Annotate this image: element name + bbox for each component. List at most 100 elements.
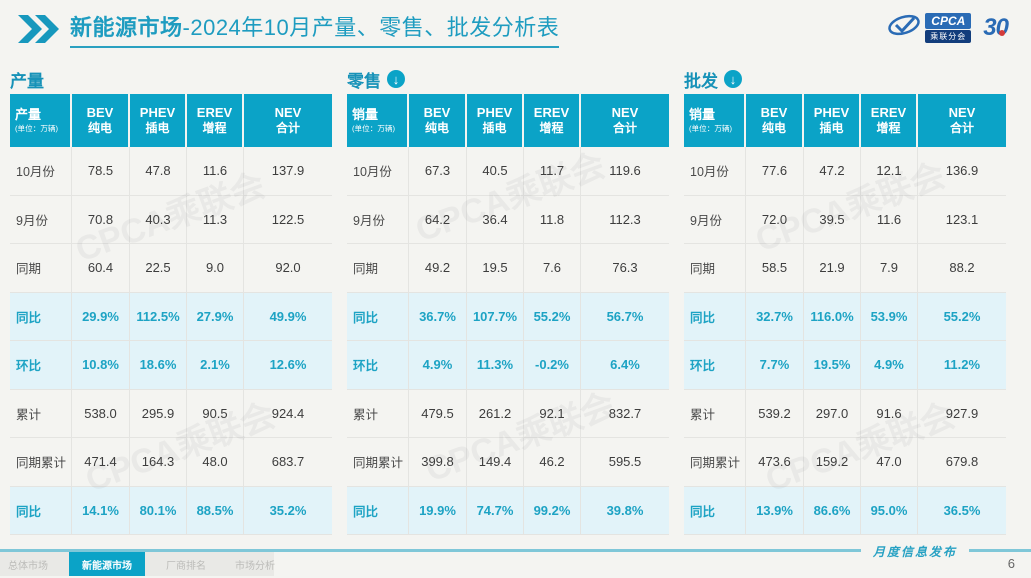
table-row: 10月份 77.6 47.2 12.1 136.9 xyxy=(684,147,1006,196)
footer-tab[interactable]: 市场分析 xyxy=(235,560,275,572)
value-cell: 80.1% xyxy=(130,486,187,534)
value-cell: 927.9 xyxy=(945,405,979,421)
row-label: 累计 xyxy=(10,389,72,437)
value-cell: 595.5 xyxy=(608,454,642,470)
row-label: 累计 xyxy=(347,389,409,437)
table-row: 9月份 72.0 39.5 11.6 123.1 xyxy=(684,195,1006,244)
value-cell: 7.9 xyxy=(861,244,918,292)
corner-header-cell: 销量 (单位：万辆) xyxy=(347,94,409,147)
value-cell: 9.0 xyxy=(187,244,244,292)
value-cell: 164.3 xyxy=(130,438,187,486)
cpca-wordmark: CPCA 乘联分会 xyxy=(925,12,972,43)
corner-header-cell: 销量 (单位：万辆) xyxy=(684,94,746,147)
value-cell: 32.7% xyxy=(746,292,804,340)
footer-tab-bar: 总体市场 新能源市场 厂商排名 市场分析 xyxy=(0,552,275,576)
value-cell: 11.8 xyxy=(524,195,581,243)
value-cell: 19.9% xyxy=(409,486,467,534)
table-row: 同比 32.7% 116.0% 53.9% 55.2% xyxy=(684,292,1006,341)
column-subname: 合计 xyxy=(949,121,974,136)
value-cell: 112.5% xyxy=(130,292,187,340)
table-row: 同比 29.9% 112.5% 27.9% 49.9% xyxy=(10,292,332,341)
table-section-title: 批发 ↓ xyxy=(684,64,1006,94)
value-cell: 92.0 xyxy=(275,260,301,276)
value-cell: 47.8 xyxy=(130,147,187,195)
table-row: 同期 60.4 22.5 9.0 92.0 xyxy=(10,244,332,293)
column-header: PHEV 插电 xyxy=(804,94,861,147)
value-cell: 7.6 xyxy=(524,244,581,292)
value-cell: 95.0% xyxy=(861,486,918,534)
row-label: 10月份 xyxy=(684,147,746,195)
row-label: 同比 xyxy=(684,486,746,534)
value-cell: 92.1 xyxy=(524,389,581,437)
column-header: NEV 合计 xyxy=(244,94,332,147)
column-header: EREV 增程 xyxy=(187,94,244,147)
table-section-title: 零售 ↓ xyxy=(347,64,669,94)
value-cell: 74.7% xyxy=(467,486,524,534)
cpca-logo: CPCA 乘联分会 xyxy=(887,12,972,43)
unit-label: (单位：万辆) xyxy=(689,123,733,133)
table-header-row: 产量 (单位：万辆) BEV 纯电 PHEV 插电 EREV 增程 NEV 合计 xyxy=(10,94,332,147)
table-section-title-text: 产量 xyxy=(10,71,44,91)
corner-label: 销量 xyxy=(352,107,379,123)
column-name: NEV xyxy=(274,104,302,120)
data-table-1: 产量 产量 (单位：万辆) BEV 纯电 PHEV 插电 EREV 增程 NEV 合计 10月份 78.… xyxy=(10,64,332,535)
table-section-title: 产量 xyxy=(10,64,332,94)
column-subname: 插电 xyxy=(482,121,507,136)
value-cell: 137.9 xyxy=(271,163,305,179)
value-cell: 55.2% xyxy=(524,292,581,340)
row-label: 同期 xyxy=(684,244,746,292)
footer-tab[interactable]: 总体市场 xyxy=(8,560,48,572)
table-row: 同期累计 471.4 164.3 48.0 683.7 xyxy=(10,438,332,487)
table-row: 同比 13.9% 86.6% 95.0% 36.5% xyxy=(684,486,1006,535)
down-arrow-icon: ↓ xyxy=(387,70,405,88)
column-name: EREV xyxy=(533,104,570,120)
value-cell: 119.6 xyxy=(609,163,641,179)
value-cell: 112.3 xyxy=(609,211,641,227)
value-cell: 27.9% xyxy=(187,292,244,340)
column-name: PHEV xyxy=(813,104,850,120)
value-cell: 18.6% xyxy=(130,341,187,389)
footer-tab[interactable]: 厂商排名 xyxy=(166,560,206,572)
value-cell: 399.8 xyxy=(409,438,467,486)
row-label: 同期累计 xyxy=(10,438,72,486)
value-cell: 11.3% xyxy=(467,341,524,389)
value-cell: 70.8 xyxy=(72,195,130,243)
value-cell: 2.1% xyxy=(187,341,244,389)
table-row: 同期 49.2 19.5 7.6 76.3 xyxy=(347,244,669,293)
value-cell: 11.3 xyxy=(187,195,244,243)
table-header-row: 销量 (单位：万辆) BEV 纯电 PHEV 插电 EREV 增程 NEV 合计 xyxy=(684,94,1006,147)
page-title: 新能源市场-2024年10月产量、零售、批发分析表 xyxy=(70,10,560,48)
corner-header-cell: 产量 (单位：万辆) xyxy=(10,94,72,147)
value-cell: 479.5 xyxy=(409,389,467,437)
table-row: 累计 538.0 295.9 90.5 924.4 xyxy=(10,389,332,438)
footer-tab[interactable]: 新能源市场 xyxy=(69,552,145,576)
column-name: PHEV xyxy=(139,104,176,120)
value-cell: 679.8 xyxy=(945,454,979,470)
column-header: BEV 纯电 xyxy=(409,94,467,147)
value-cell: 539.2 xyxy=(746,389,804,437)
double-chevron-icon xyxy=(18,15,60,48)
value-cell: 91.6 xyxy=(861,389,918,437)
corner-label: 销量 xyxy=(689,107,716,123)
value-cell: 35.2% xyxy=(269,502,307,518)
value-cell: 13.9% xyxy=(746,486,804,534)
value-cell: 46.2 xyxy=(524,438,581,486)
column-header: EREV 增程 xyxy=(861,94,918,147)
value-cell: 29.9% xyxy=(72,292,130,340)
value-cell: 36.5% xyxy=(943,502,981,518)
value-cell: 6.4% xyxy=(610,357,640,373)
column-subname: 增程 xyxy=(539,121,564,136)
value-cell: -0.2% xyxy=(524,341,581,389)
row-label: 10月份 xyxy=(10,147,72,195)
column-subname: 插电 xyxy=(819,121,844,136)
data-table-3: 批发 ↓ 销量 (单位：万辆) BEV 纯电 PHEV 插电 EREV 增程 NEV 合计 10月份 77… xyxy=(684,64,1006,535)
table-row: 10月份 67.3 40.5 11.7 119.6 xyxy=(347,147,669,196)
table-row: 10月份 78.5 47.8 11.6 137.9 xyxy=(10,147,332,196)
value-cell: 36.4 xyxy=(467,195,524,243)
value-cell: 473.6 xyxy=(746,438,804,486)
value-cell: 471.4 xyxy=(72,438,130,486)
row-label: 同比 xyxy=(684,292,746,340)
value-cell: 122.5 xyxy=(271,211,305,227)
corner-label: 产量 xyxy=(15,107,42,123)
row-label: 10月份 xyxy=(347,147,409,195)
